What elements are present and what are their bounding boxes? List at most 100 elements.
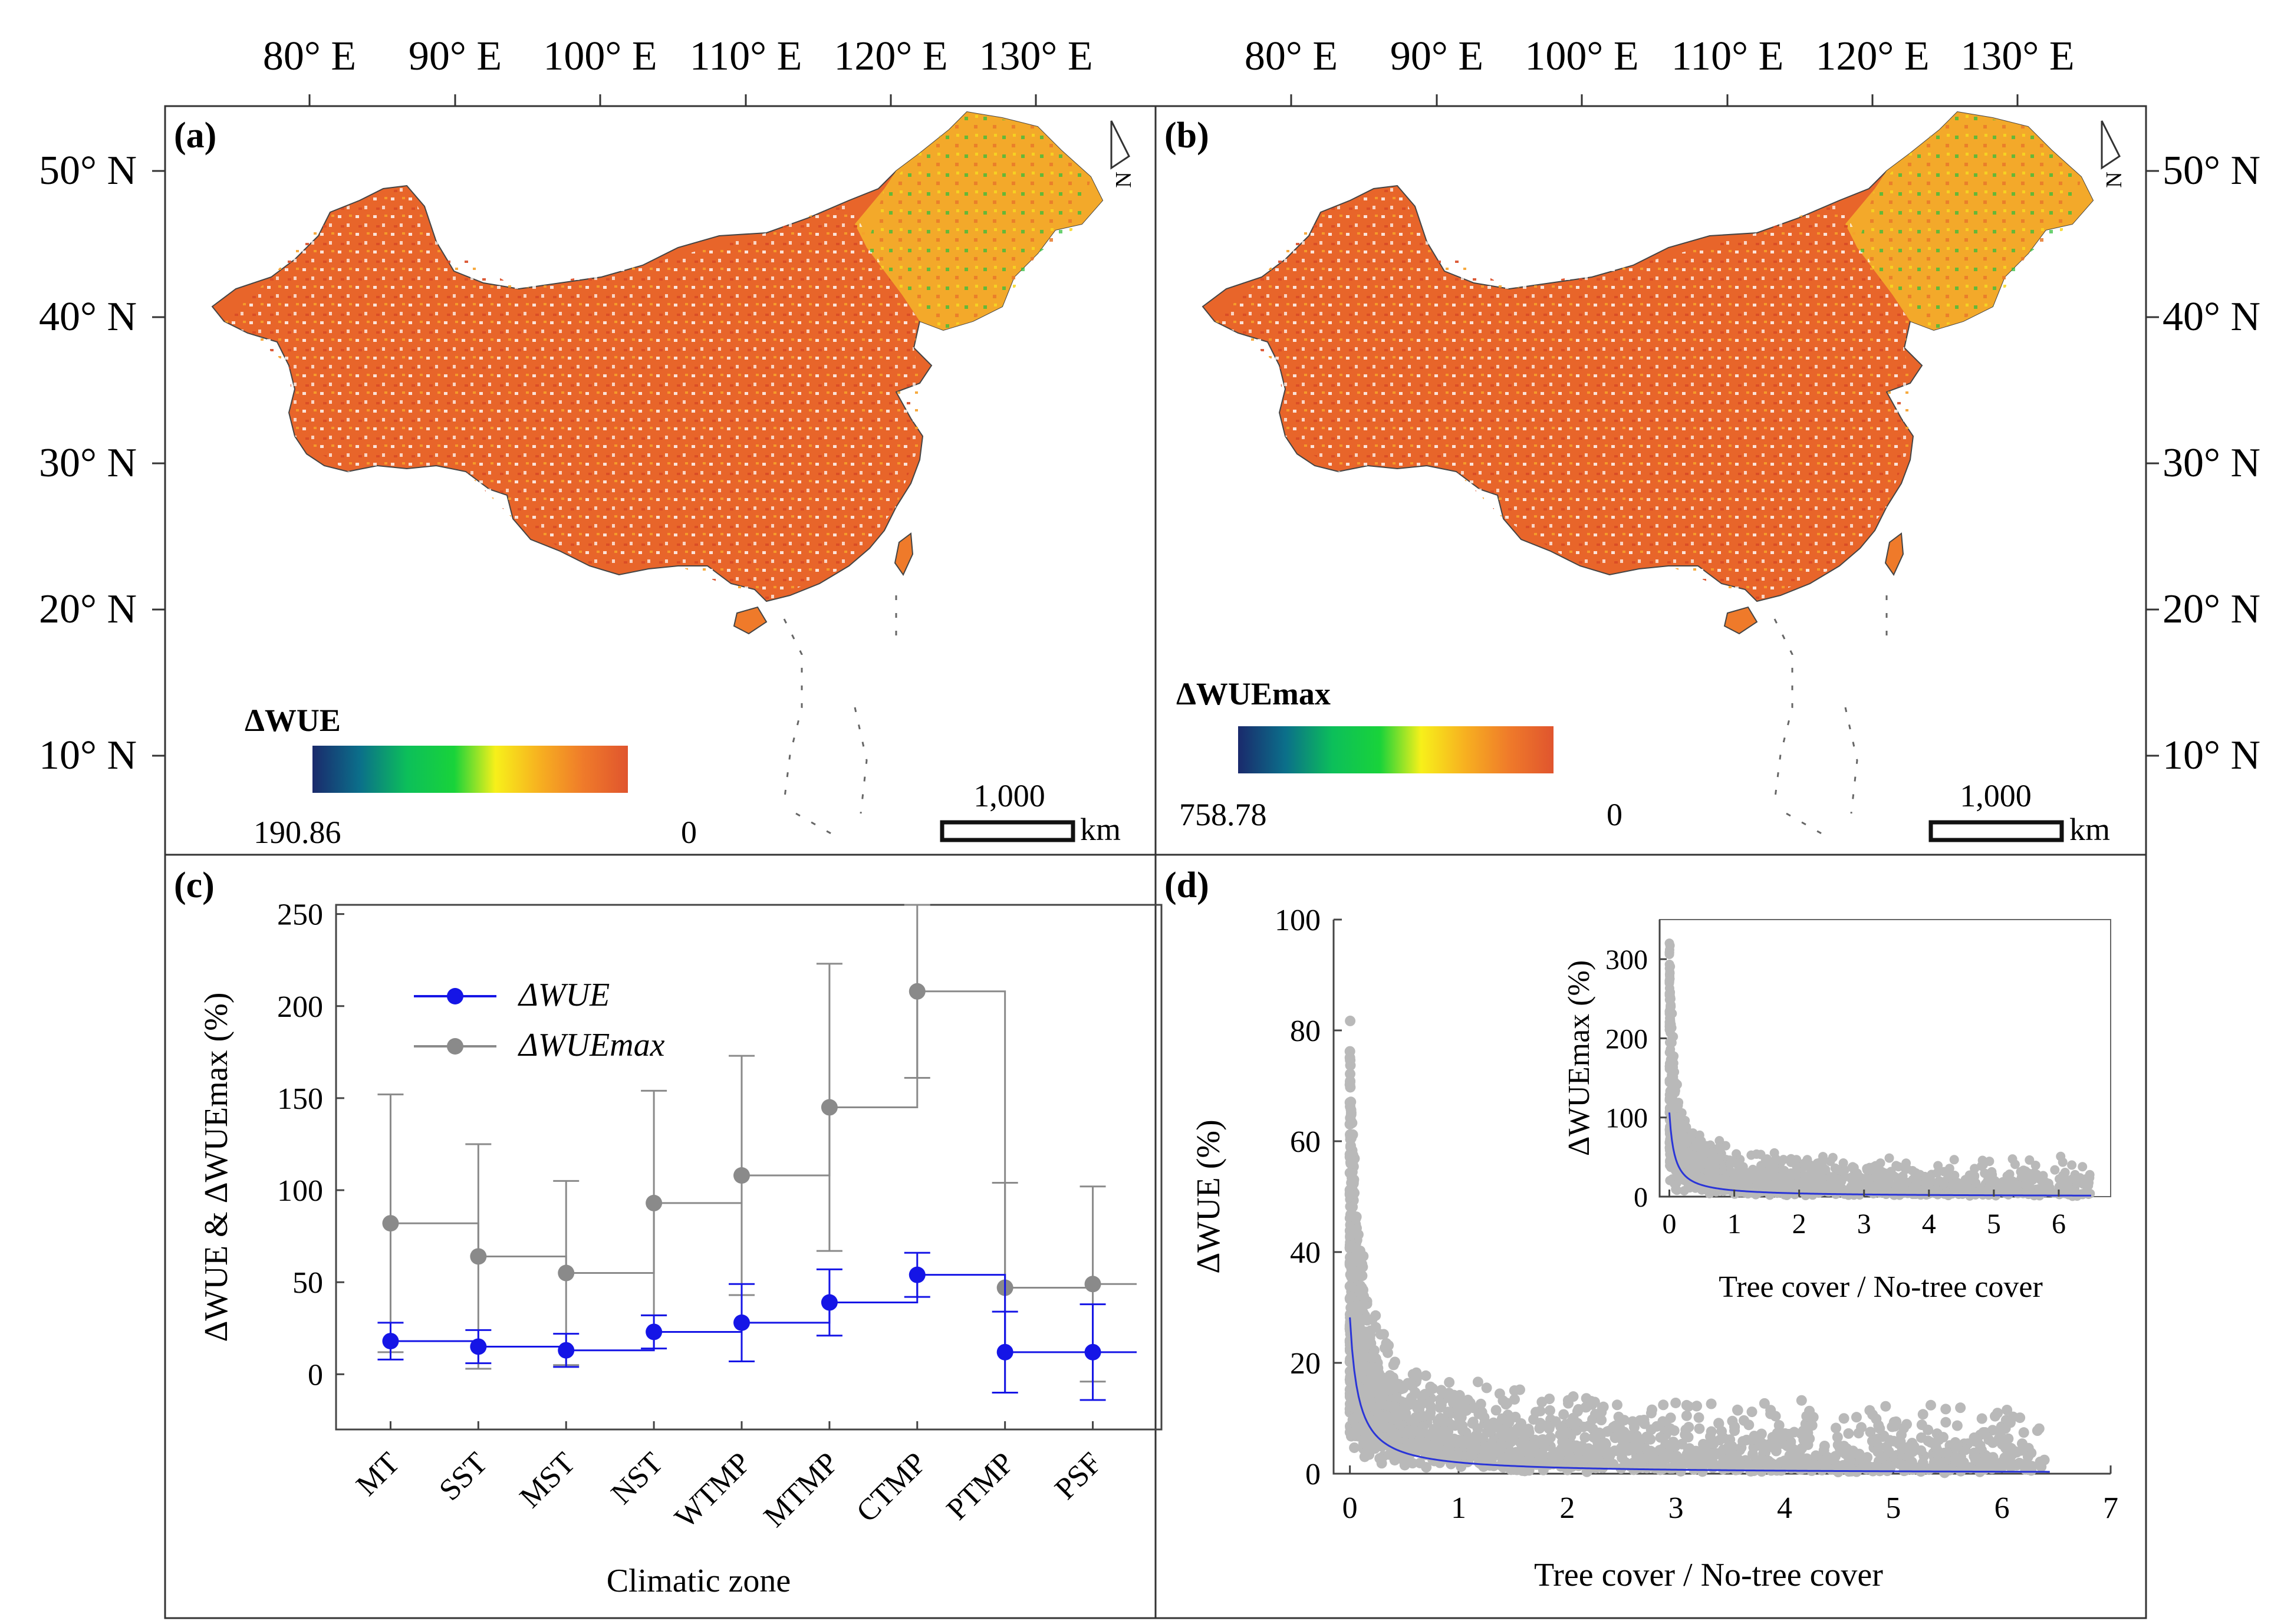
scatter-point — [1420, 1437, 1431, 1448]
scatter-point — [1611, 1399, 1622, 1411]
scatter-point — [1969, 1432, 1980, 1443]
panel-label-d: (d) — [1164, 865, 1209, 905]
scatter-point — [1544, 1405, 1555, 1416]
scatter-point — [1941, 1447, 1953, 1458]
inset-scatter-point — [1911, 1168, 1921, 1178]
scatter-point — [1838, 1413, 1849, 1424]
scatter-point — [1917, 1457, 1928, 1468]
legend-max: 0 — [681, 815, 697, 850]
inset-scatter-point — [1930, 1185, 1940, 1195]
scatter-point — [1496, 1413, 1508, 1424]
scatter-point — [1917, 1409, 1928, 1420]
lat-label: 10° N — [39, 733, 137, 778]
inset-scatter-point — [1679, 1185, 1689, 1195]
data-point — [996, 1343, 1013, 1361]
scatter-point — [1937, 1432, 1949, 1443]
inset-y-axis-label: ΔWUEmax (%) — [1562, 960, 1596, 1156]
scatter-point — [1694, 1423, 1705, 1434]
inset-y-ticks: 0 100 200 300 — [1605, 944, 1667, 1213]
data-point — [558, 1342, 575, 1359]
chart-d: ΔWUE (%) Tree cover / No-tree cover 0204… — [1190, 904, 2118, 1593]
scatter-point — [1693, 1412, 1704, 1423]
inset-scatter-point — [2010, 1159, 2020, 1170]
inset-scatter-point — [1683, 1147, 1693, 1157]
scatter-point — [1832, 1460, 1843, 1471]
inset-y-tick-label: 100 — [1605, 1103, 1648, 1134]
step-line — [390, 990, 1137, 1289]
scale-value: 1,000 — [1960, 778, 2032, 813]
inset-scatter-point — [2078, 1162, 2088, 1172]
scatter-point — [1713, 1418, 1724, 1429]
scatter-point — [1987, 1452, 1999, 1463]
scatter-point — [1545, 1432, 1556, 1443]
lon-label: 80° E — [1245, 34, 1338, 79]
scatter-point — [1370, 1370, 1381, 1381]
scatter-point — [1348, 1210, 1359, 1221]
scatter-point — [1358, 1350, 1369, 1361]
inset-scatter-point — [1673, 1125, 1683, 1135]
scatter-point — [1349, 1376, 1360, 1387]
inset-scatter-point — [1672, 1185, 1682, 1195]
y-tick-label: 0 — [308, 1358, 323, 1392]
scatter-point — [1802, 1457, 1813, 1468]
scatter-point — [1523, 1427, 1535, 1438]
inset-scatter-point — [1971, 1178, 1981, 1188]
panel-label-b: (b) — [1164, 116, 1209, 156]
scatter-point — [1628, 1422, 1640, 1433]
step-line — [390, 1274, 1137, 1353]
scatter-point — [1663, 1448, 1674, 1459]
scatter-point — [1406, 1438, 1417, 1449]
scatter-point — [1355, 1359, 1367, 1371]
scatter-point — [1480, 1441, 1492, 1452]
scatter-point — [1357, 1261, 1368, 1273]
scatter-point — [1762, 1456, 1773, 1467]
scatter-point — [1347, 1414, 1358, 1425]
x-tick-label: SST — [433, 1446, 494, 1507]
x-tick-label: MT — [350, 1446, 406, 1502]
inset-scatter-point — [1693, 1135, 1703, 1145]
inset-scatter-point — [1665, 1175, 1675, 1185]
x-axis-label-d: Tree cover / No-tree cover — [1534, 1557, 1883, 1593]
scatter-point — [1732, 1405, 1743, 1416]
scatter-point — [1409, 1399, 1420, 1410]
scatter-point — [1831, 1422, 1842, 1434]
scatter-point — [2018, 1427, 2029, 1438]
inset-scatter-point — [2025, 1155, 2035, 1165]
scatter-point — [1473, 1408, 1485, 1419]
scatter-point — [1897, 1443, 1908, 1454]
y-tick-label: 100 — [1275, 904, 1321, 937]
lat-label: 40° N — [39, 294, 137, 340]
x-tick-label: 6 — [1995, 1491, 2010, 1525]
scatter-point — [1704, 1438, 1716, 1449]
scatter-point — [1658, 1399, 1669, 1411]
y-tick-label: 150 — [277, 1082, 323, 1116]
y-axis-label-d: ΔWUE (%) — [1190, 1119, 1227, 1273]
scatter-point — [1447, 1395, 1458, 1406]
scatter-point — [1496, 1428, 1507, 1439]
lon-label: 90° E — [1390, 34, 1483, 79]
inset-scatter-point — [1792, 1155, 1802, 1165]
inset-scatter-point — [1848, 1162, 1858, 1172]
scatter-point — [1536, 1396, 1548, 1408]
inset-scatter-point — [1666, 1000, 1676, 1010]
scatter-point — [1872, 1434, 1883, 1445]
legend-b: ΔWUEmax 758.78 0 — [1176, 676, 1622, 832]
scale-unit: km — [2069, 812, 2110, 847]
scatter-point — [1362, 1445, 1374, 1456]
inset-scatter-point — [1740, 1182, 1750, 1192]
scatter-point — [1467, 1417, 1479, 1428]
scatter-point — [1714, 1448, 1726, 1459]
inset-scatter-point — [2058, 1157, 2068, 1167]
inset-scatter-point — [1701, 1177, 1712, 1187]
inset-scatter-point — [1981, 1169, 1991, 1179]
y-tick-label: 60 — [1290, 1125, 1321, 1159]
inset-scatter-point — [1828, 1152, 1838, 1162]
scatter-point — [1880, 1401, 1891, 1412]
scatter-point — [2033, 1423, 2045, 1434]
scatter-point — [2009, 1446, 2020, 1457]
inset-scatter-point — [1737, 1162, 1747, 1172]
scatter-point — [1989, 1411, 2000, 1422]
scatter-point — [1604, 1451, 1615, 1462]
scatter-point — [1665, 1423, 1676, 1434]
inset-scatter-point — [2081, 1174, 2091, 1184]
